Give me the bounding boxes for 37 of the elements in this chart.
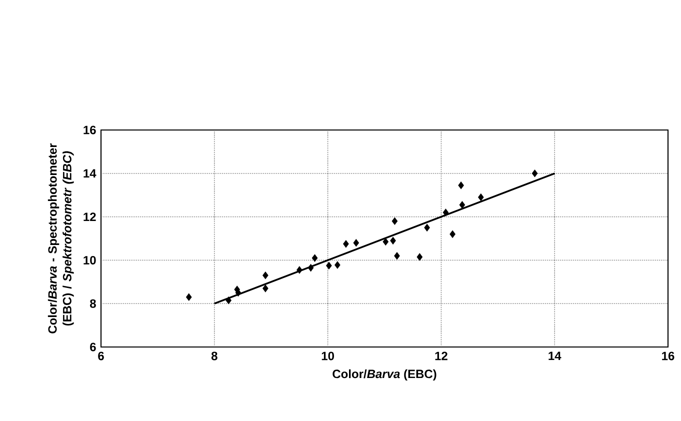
point <box>343 240 349 248</box>
x-tick-label: 12 <box>435 352 448 360</box>
point <box>392 217 398 225</box>
point <box>442 208 449 216</box>
point <box>390 236 396 244</box>
x-tick-label: 14 <box>548 352 562 360</box>
point <box>312 254 318 262</box>
point <box>353 239 360 247</box>
point <box>450 230 456 238</box>
y-tick-label: 12 <box>84 212 96 221</box>
point <box>334 261 340 269</box>
point <box>478 194 484 202</box>
point <box>458 182 464 190</box>
y-tick-label: 8 <box>90 299 96 308</box>
point <box>424 224 430 232</box>
point <box>532 170 538 178</box>
point <box>262 272 268 280</box>
x-tick-label: 6 <box>98 352 104 360</box>
y-tick-label: 10 <box>84 256 96 264</box>
point <box>226 296 232 304</box>
point <box>186 293 192 301</box>
y-tick-label: 6 <box>90 342 96 352</box>
point <box>308 264 314 272</box>
x-tick-label: 16 <box>662 352 674 360</box>
x-tick-label: 10 <box>322 352 334 360</box>
point <box>235 289 242 296</box>
point <box>394 252 400 260</box>
point <box>296 266 302 274</box>
point <box>459 201 466 209</box>
x-tick-label: 8 <box>211 352 218 360</box>
point <box>262 284 268 292</box>
y-tick-label: 16 <box>84 126 96 134</box>
y-tick-label: 14 <box>84 169 96 178</box>
point <box>326 262 332 270</box>
point <box>382 238 389 246</box>
x-axis-title: Color/Barva (EBC) <box>332 369 436 381</box>
point <box>416 253 423 261</box>
